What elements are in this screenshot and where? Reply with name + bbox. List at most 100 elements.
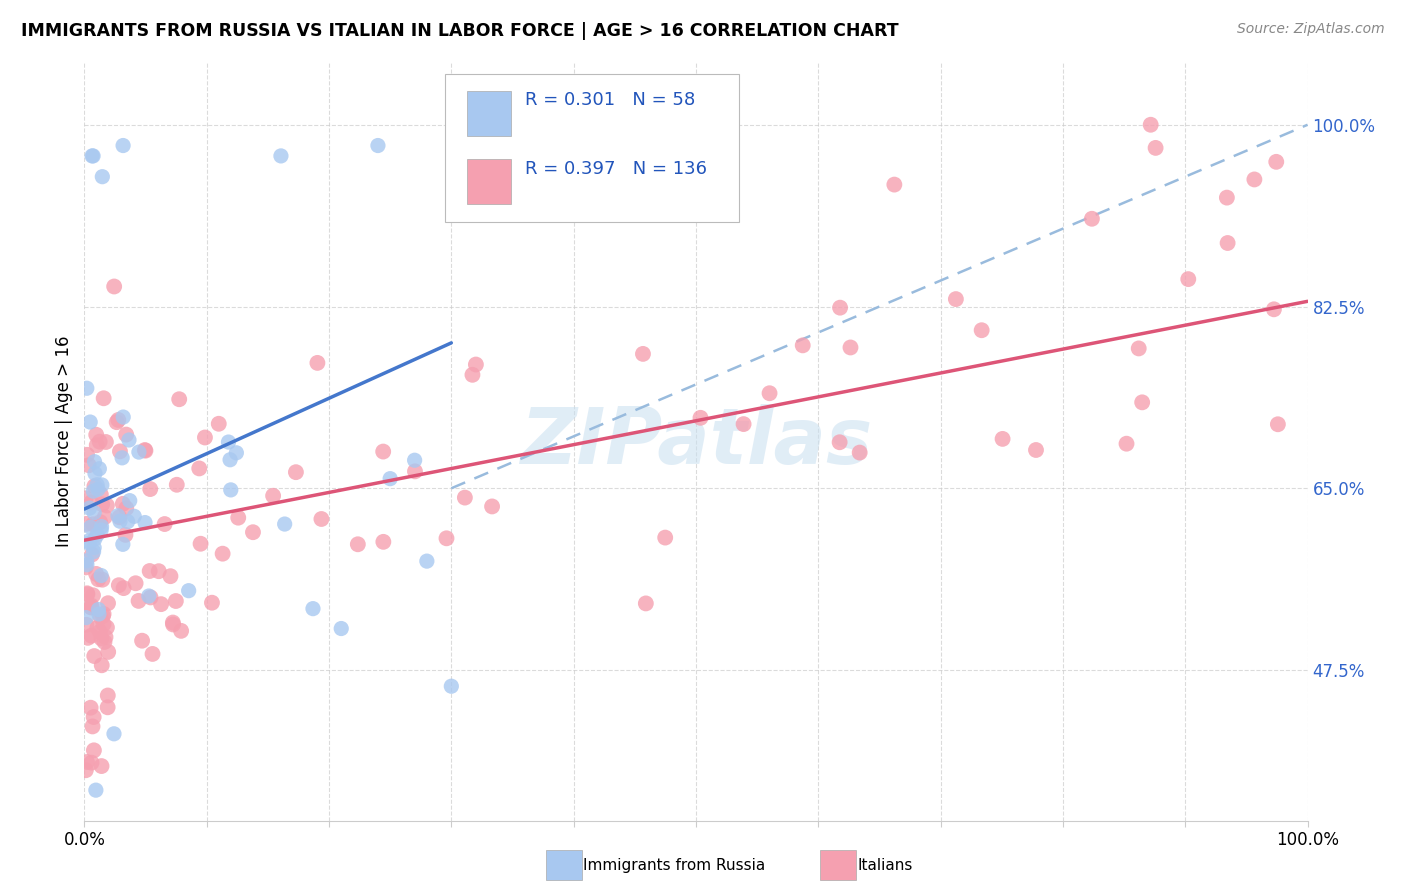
Point — [80, 756, 103, 770]
Point — [80, 599, 103, 613]
FancyBboxPatch shape — [467, 91, 512, 136]
Point — [139, 591, 162, 605]
Point — [79, 700, 101, 714]
Point — [96, 620, 118, 634]
Point — [75, 491, 97, 506]
Point — [242, 525, 264, 540]
Point — [162, 617, 184, 632]
Point — [76, 448, 98, 462]
Point — [134, 443, 156, 458]
Point — [159, 569, 181, 583]
Point — [440, 679, 463, 693]
Point — [83, 506, 105, 520]
Point — [461, 368, 484, 382]
Point — [83, 648, 105, 663]
Point — [118, 493, 141, 508]
FancyBboxPatch shape — [446, 74, 738, 221]
Point — [1243, 172, 1265, 186]
Point — [87, 572, 110, 586]
Text: IMMIGRANTS FROM RUSSIA VS ITALIAN IN LABOR FORCE | AGE > 16 CORRELATION CHART: IMMIGRANTS FROM RUSSIA VS ITALIAN IN LAB… — [21, 22, 898, 40]
Point — [1267, 417, 1289, 432]
Point — [80, 495, 103, 509]
Point — [373, 534, 395, 549]
Point — [128, 594, 150, 608]
Point — [83, 455, 105, 469]
Point — [82, 149, 104, 163]
Point — [75, 516, 97, 531]
Point — [111, 537, 134, 551]
Point — [77, 536, 100, 550]
Point — [91, 573, 114, 587]
Point — [86, 438, 108, 452]
Point — [77, 458, 100, 473]
Point — [367, 138, 389, 153]
Point — [347, 537, 370, 551]
Point — [284, 465, 307, 479]
Point — [75, 610, 97, 624]
Point — [134, 442, 156, 457]
Point — [108, 578, 131, 592]
Point — [436, 531, 458, 545]
Point — [80, 629, 103, 643]
Point — [103, 279, 125, 293]
Point — [75, 763, 97, 777]
Point — [112, 138, 135, 153]
Point — [1128, 342, 1150, 356]
Point — [631, 347, 654, 361]
Point — [131, 633, 153, 648]
Point — [112, 410, 135, 425]
Point — [76, 381, 98, 395]
Point — [90, 487, 112, 501]
Point — [208, 417, 231, 431]
Point — [148, 564, 170, 578]
Point — [1216, 191, 1239, 205]
Point — [90, 568, 112, 582]
Point — [201, 596, 224, 610]
Point — [167, 392, 190, 407]
Point — [733, 417, 755, 431]
Point — [83, 743, 105, 757]
Point — [83, 710, 105, 724]
Point — [634, 596, 657, 610]
Text: Immigrants from Russia: Immigrants from Russia — [583, 858, 766, 872]
Y-axis label: In Labor Force | Age > 16: In Labor Force | Age > 16 — [55, 335, 73, 548]
Point — [79, 415, 101, 429]
Point — [138, 564, 160, 578]
Point — [1144, 141, 1167, 155]
Point — [87, 607, 110, 621]
Point — [108, 444, 131, 458]
Point — [83, 479, 105, 493]
Point — [93, 617, 115, 632]
Text: Source: ZipAtlas.com: Source: ZipAtlas.com — [1237, 22, 1385, 37]
Point — [1139, 118, 1161, 132]
Point — [76, 755, 98, 769]
Point — [122, 509, 145, 524]
Point — [93, 391, 115, 405]
Point — [117, 515, 139, 529]
Point — [839, 341, 862, 355]
Point — [188, 461, 211, 475]
Point — [404, 464, 426, 478]
Point — [76, 558, 98, 572]
Point — [218, 435, 240, 450]
Text: Italians: Italians — [858, 858, 912, 872]
Point — [848, 445, 870, 459]
Point — [170, 624, 193, 638]
Point — [404, 453, 426, 467]
Point — [91, 169, 114, 184]
Point — [1115, 436, 1137, 450]
Point — [91, 609, 114, 624]
Point — [76, 554, 98, 568]
Point — [118, 433, 141, 447]
Point — [83, 544, 105, 558]
Point — [82, 484, 104, 499]
Point — [89, 624, 111, 639]
Point — [311, 512, 333, 526]
Point — [82, 588, 104, 602]
Point — [79, 501, 101, 516]
Text: ZIPatlas: ZIPatlas — [520, 403, 872, 480]
Point — [90, 632, 112, 646]
Point — [97, 645, 120, 659]
Point — [165, 594, 187, 608]
Point — [93, 510, 115, 524]
